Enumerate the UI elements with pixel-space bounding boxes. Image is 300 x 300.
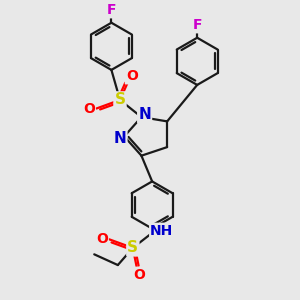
- Text: F: F: [107, 3, 116, 17]
- Text: N: N: [114, 131, 126, 146]
- Text: O: O: [83, 101, 95, 116]
- Text: NH: NH: [150, 224, 173, 238]
- Text: O: O: [126, 69, 138, 83]
- Text: S: S: [127, 240, 138, 255]
- Text: N: N: [138, 107, 151, 122]
- Text: S: S: [115, 92, 125, 107]
- Text: O: O: [96, 232, 108, 246]
- Text: O: O: [133, 268, 145, 282]
- Text: F: F: [192, 18, 202, 32]
